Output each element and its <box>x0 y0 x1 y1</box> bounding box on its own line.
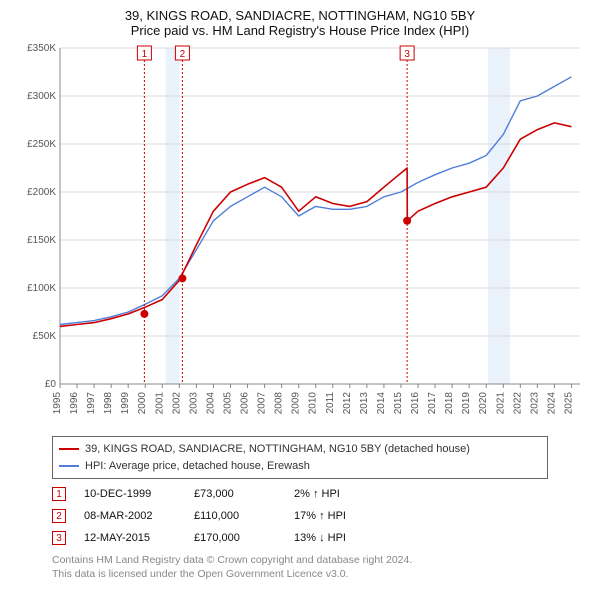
svg-text:2021: 2021 <box>495 392 506 415</box>
svg-text:2006: 2006 <box>240 392 251 415</box>
svg-text:2016: 2016 <box>410 392 421 415</box>
svg-text:1998: 1998 <box>103 392 114 415</box>
svg-text:£50K: £50K <box>33 331 57 342</box>
svg-text:2017: 2017 <box>427 392 438 415</box>
svg-text:2007: 2007 <box>257 392 268 415</box>
svg-text:2014: 2014 <box>376 392 387 415</box>
svg-text:2020: 2020 <box>478 392 489 415</box>
event-price-2: £110,000 <box>194 510 294 522</box>
svg-text:2015: 2015 <box>393 392 404 415</box>
event-price-3: £170,000 <box>194 532 294 544</box>
svg-text:2019: 2019 <box>461 392 472 415</box>
event-badge-2: 2 <box>52 509 66 523</box>
svg-text:2002: 2002 <box>171 392 182 415</box>
svg-text:2018: 2018 <box>444 392 455 415</box>
svg-text:2001: 2001 <box>154 392 165 415</box>
event-row-1: 1 10-DEC-1999 £73,000 2% ↑ HPI <box>52 483 548 505</box>
event-badge-1: 1 <box>52 487 66 501</box>
attribution-line-1: Contains HM Land Registry data © Crown c… <box>52 553 548 567</box>
svg-text:2: 2 <box>180 49 186 60</box>
event-price-1: £73,000 <box>194 488 294 500</box>
svg-text:2005: 2005 <box>222 392 233 415</box>
event-badge-3: 3 <box>52 531 66 545</box>
svg-text:£300K: £300K <box>27 91 56 102</box>
legend-box: 39, KINGS ROAD, SANDIACRE, NOTTINGHAM, N… <box>52 436 548 479</box>
event-date-1: 10-DEC-1999 <box>84 488 194 500</box>
event-date-2: 08-MAR-2002 <box>84 510 194 522</box>
event-delta-3: 13% ↓ HPI <box>294 532 414 544</box>
svg-text:2013: 2013 <box>359 392 370 415</box>
event-row-3: 3 12-MAY-2015 £170,000 13% ↓ HPI <box>52 527 548 549</box>
legend-label-hpi: HPI: Average price, detached house, Erew… <box>85 458 310 475</box>
svg-text:1995: 1995 <box>52 392 63 415</box>
svg-text:2025: 2025 <box>563 392 574 415</box>
legend-swatch-hpi <box>59 465 79 467</box>
svg-text:£150K: £150K <box>27 235 56 246</box>
svg-text:1997: 1997 <box>86 392 97 415</box>
svg-text:2011: 2011 <box>325 392 336 414</box>
svg-text:£250K: £250K <box>27 139 56 150</box>
chart-title: 39, KINGS ROAD, SANDIACRE, NOTTINGHAM, N… <box>12 8 588 23</box>
svg-text:£200K: £200K <box>27 187 56 198</box>
svg-text:1999: 1999 <box>120 392 131 415</box>
svg-text:2004: 2004 <box>205 392 216 415</box>
svg-text:2003: 2003 <box>188 392 199 415</box>
svg-text:£350K: £350K <box>27 43 56 54</box>
svg-text:£100K: £100K <box>27 283 56 294</box>
svg-text:1996: 1996 <box>69 392 80 415</box>
svg-text:1: 1 <box>142 49 148 60</box>
event-delta-2: 17% ↑ HPI <box>294 510 414 522</box>
svg-text:2009: 2009 <box>291 392 302 415</box>
svg-text:2012: 2012 <box>342 392 353 415</box>
svg-text:3: 3 <box>404 49 410 60</box>
legend-swatch-property <box>59 448 79 450</box>
attribution-line-2: This data is licensed under the Open Gov… <box>52 567 548 581</box>
event-row-2: 2 08-MAR-2002 £110,000 17% ↑ HPI <box>52 505 548 527</box>
event-delta-1: 2% ↑ HPI <box>294 488 414 500</box>
legend-item-hpi: HPI: Average price, detached house, Erew… <box>59 458 541 475</box>
svg-text:2022: 2022 <box>512 392 523 415</box>
svg-text:2008: 2008 <box>274 392 285 415</box>
legend-label-property: 39, KINGS ROAD, SANDIACRE, NOTTINGHAM, N… <box>85 441 470 458</box>
svg-text:2023: 2023 <box>529 392 540 415</box>
attribution: Contains HM Land Registry data © Crown c… <box>52 553 548 581</box>
svg-text:£0: £0 <box>45 379 57 390</box>
events-table: 1 10-DEC-1999 £73,000 2% ↑ HPI 2 08-MAR-… <box>52 483 548 549</box>
chart-svg: £0 £50K £100K £150K £200K £250K £300K £350K 1995… <box>12 42 588 430</box>
legend-item-property: 39, KINGS ROAD, SANDIACRE, NOTTINGHAM, N… <box>59 441 541 458</box>
svg-text:2010: 2010 <box>308 392 319 415</box>
chart-area: £0 £50K £100K £150K £200K £250K £300K £350K 1995… <box>12 42 588 430</box>
svg-text:2024: 2024 <box>546 392 557 415</box>
event-date-3: 12-MAY-2015 <box>84 532 194 544</box>
svg-text:2000: 2000 <box>137 392 148 415</box>
chart-subtitle: Price paid vs. HM Land Registry's House … <box>12 23 588 38</box>
